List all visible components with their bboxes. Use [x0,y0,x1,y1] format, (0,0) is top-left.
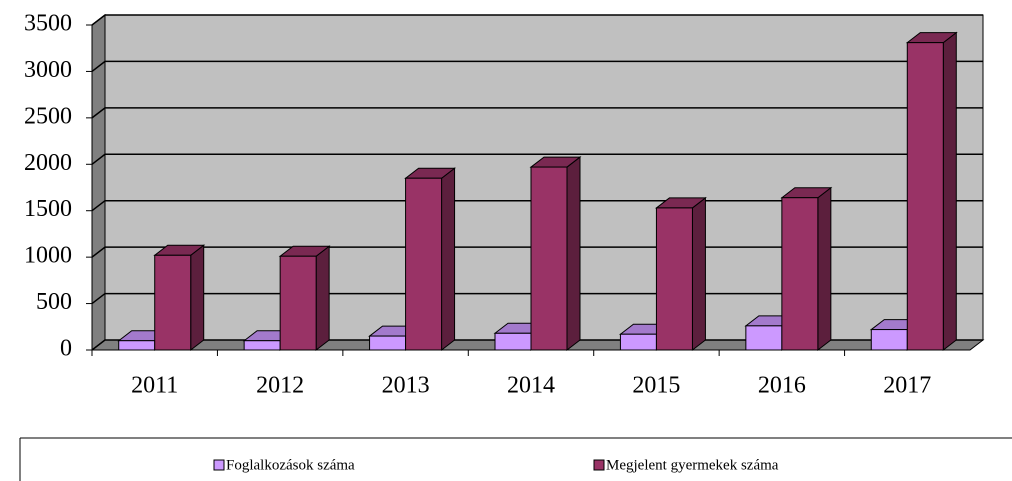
bar [494,332,532,351]
x-tick-label: 2012 [256,373,304,399]
x-tick-label: 2013 [382,373,430,399]
legend-label: Megjelent gyermekek száma [606,457,779,473]
bar [369,335,407,351]
bar [154,254,192,351]
x-tick-label: 2017 [883,373,931,399]
bar-side [942,31,957,352]
bar [745,325,783,351]
bar [279,255,317,351]
legend-label: Foglalkozások száma [226,457,355,473]
bar [781,197,819,351]
bar [243,340,281,351]
grid-line [91,153,983,165]
x-tick-label: 2016 [758,373,806,399]
grid-line [91,60,983,73]
legend-swatch [593,459,605,471]
bar-side [817,186,832,352]
side-wall [91,13,106,352]
legend: Foglalkozások száma Megjelent gyermekek s… [19,437,1012,481]
y-tick-label: 500 [36,289,72,315]
bar [906,42,944,351]
grid-line [91,14,983,26]
bar [405,177,443,351]
x-tick-label: 2014 [507,373,555,399]
bar-side [691,196,706,352]
bar [118,340,156,351]
grid-line [91,107,983,119]
y-tick-label: 2500 [24,103,72,129]
bar [655,207,693,351]
x-tick-label: 2011 [131,373,178,399]
y-tick-label: 1000 [24,243,72,269]
y-tick-label: 0 [60,336,72,362]
bar-side [441,167,456,352]
legend-swatch [213,459,225,471]
bar [870,329,908,351]
bar-side [190,244,205,352]
bar [619,333,657,351]
y-tick-label: 2000 [24,150,72,176]
bar [530,166,568,351]
bar-side [566,156,581,352]
y-tick-label: 1500 [24,196,72,222]
y-tick-label: 3500 [24,11,72,37]
x-tick-label: 2015 [632,373,680,399]
y-tick-label: 3000 [24,57,72,83]
bar-side [315,245,330,352]
